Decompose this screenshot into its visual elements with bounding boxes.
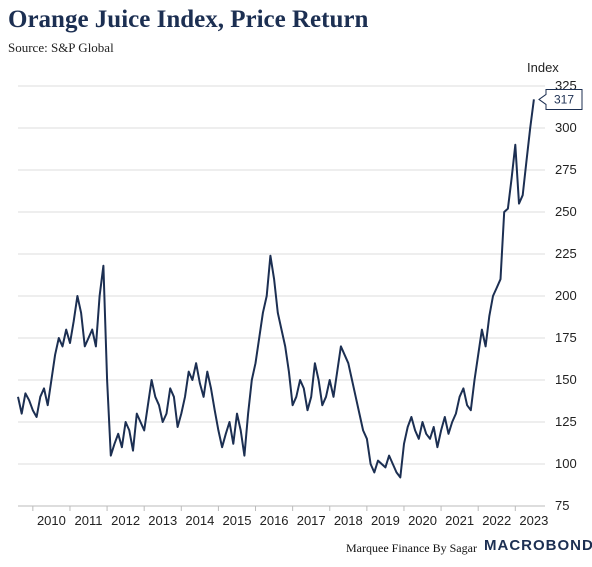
- x-tick-label: 2015: [223, 513, 252, 528]
- x-tick-label: 2020: [408, 513, 437, 528]
- x-tick-label: 2010: [37, 513, 66, 528]
- x-tick-label: 2018: [334, 513, 363, 528]
- chart-title: Orange Juice Index, Price Return: [8, 6, 369, 33]
- x-tick-label: 2017: [297, 513, 326, 528]
- x-tick-label: 2023: [519, 513, 548, 528]
- x-axis-tick-labels: 2010 2011 2012 2013 2014 2015 2016 2017 2018 2019…: [37, 513, 548, 528]
- gridlines: [18, 85, 545, 511]
- x-tick-label: 2022: [482, 513, 511, 528]
- y-tick-label: 175: [555, 330, 577, 345]
- x-tick-label: 2016: [260, 513, 289, 528]
- callout-box: [538, 88, 583, 110]
- x-tick-label: 2013: [148, 513, 177, 528]
- series-layer: [17, 99, 535, 479]
- last-value-callout: 317: [538, 88, 583, 110]
- x-tick-label: 2012: [111, 513, 140, 528]
- y-tick-label: 150: [555, 372, 577, 387]
- y-tick-label: 125: [555, 414, 577, 429]
- x-tick-label: 2014: [185, 513, 214, 528]
- y-tick-label: 275: [555, 162, 577, 177]
- y-axis-label: Index: [527, 60, 559, 75]
- y-tick-label: 75: [555, 498, 569, 513]
- y-tick-label: 250: [555, 204, 577, 219]
- callout-label: 317: [554, 92, 574, 106]
- footer-credit: Marquee Finance By Sagar: [346, 541, 477, 555]
- y-tick-label: 300: [555, 120, 577, 135]
- y-tick-label: 200: [555, 288, 577, 303]
- brand-logo: MACROBOND: [484, 537, 592, 554]
- y-tick-label: 100: [555, 456, 577, 471]
- chart-source: Source: S&P Global: [8, 40, 114, 55]
- y-tick-label: 225: [555, 246, 577, 261]
- x-tick-label: 2021: [445, 513, 474, 528]
- series-line: [17, 99, 535, 479]
- x-tick-label: 2019: [371, 513, 400, 528]
- x-tick-label: 2011: [75, 513, 103, 528]
